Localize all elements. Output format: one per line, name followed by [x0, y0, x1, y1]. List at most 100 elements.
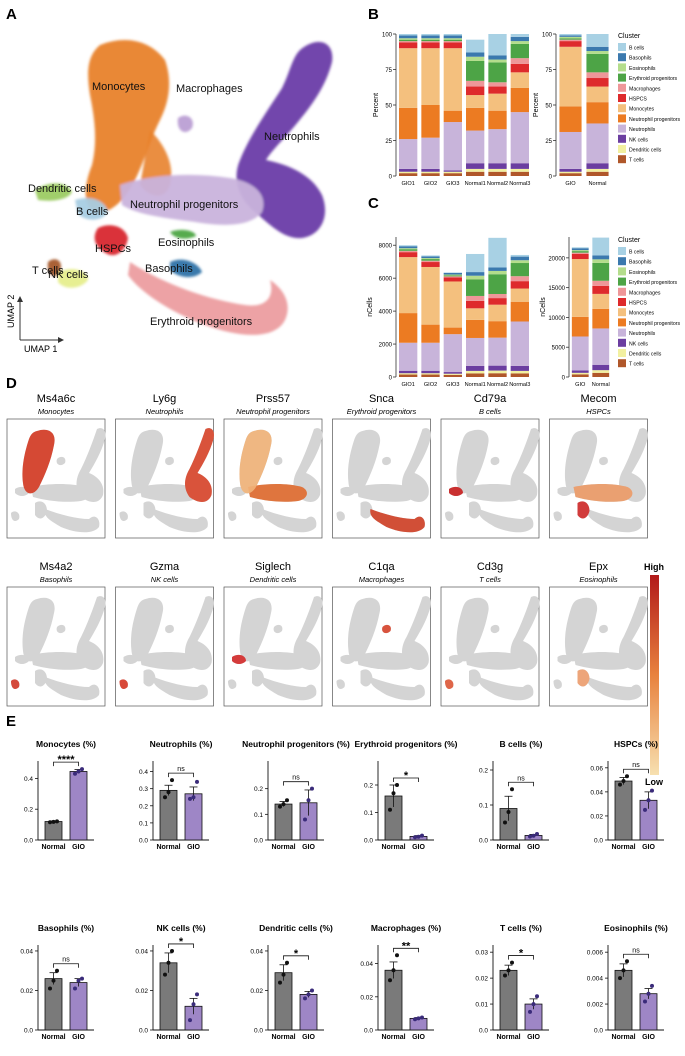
bar-segment-normal3-monocytes: [510, 72, 529, 88]
y-tick-label: 0.04: [590, 789, 603, 796]
feature-celltype-subtitle: Neutrophil progenitors: [236, 407, 310, 416]
embedding-shape-6: [165, 456, 174, 466]
bar-segment-normal1-t-cells: [466, 171, 485, 176]
data-point: [650, 983, 654, 988]
legend-swatch-basophils: [618, 257, 626, 266]
embedding-shape-0: [130, 597, 164, 662]
bar-segment-normal2-neutrophil-progenitors: [488, 110, 507, 130]
bar-segment-normal3-b-cells: [510, 254, 529, 257]
feature-celltype-subtitle: B cells: [479, 407, 501, 416]
data-point: [388, 978, 392, 983]
bar-segment-normal3-neutrophils: [510, 112, 529, 164]
feature-plot-c1qa: C1qa Macrophages: [332, 561, 432, 707]
embedding-shape-0: [456, 597, 489, 662]
embedding-shape-5: [35, 669, 47, 687]
bar-segment-normal3-dendritic-cells: [510, 370, 529, 374]
data-point: [48, 986, 52, 991]
y-tick-label: 0.0: [254, 838, 263, 845]
embedding-shape-6: [56, 456, 66, 466]
panel-label-d: D: [6, 375, 17, 392]
bar-gio: [69, 771, 88, 841]
bar-normal: [384, 969, 403, 1031]
bar-chart-title: Neutrophil progenitors (%): [242, 739, 350, 749]
bar-segment-gio2-nk-cells: [421, 370, 440, 374]
bar-segment-normal-neutrophils: [586, 123, 609, 164]
significance-label: ns: [292, 775, 300, 782]
y-tick-label: 0.0: [24, 1028, 33, 1035]
bar-segment-gio1-basophils: [399, 35, 418, 39]
bar-segment-gio3-erythroid-progenitors: [443, 39, 462, 42]
x-tick-label: Normal: [611, 844, 635, 851]
bar-gio: [69, 982, 88, 1031]
data-point: [188, 796, 192, 801]
y-tick-label: 0.0: [139, 838, 148, 845]
embedding-shape-2: [139, 652, 199, 670]
feature-plot-cd3g: Cd3g T cells: [440, 561, 540, 707]
bar-segment-gio1-macrophages: [399, 250, 418, 253]
embedding-shape-1: [619, 596, 649, 670]
bar-segment-normal3-monocytes: [510, 288, 529, 302]
y-tick-label: 0.02: [135, 988, 148, 995]
legend-swatch-erythroid-progenitors: [618, 277, 626, 286]
embedding-shape-7: [553, 511, 562, 521]
y-tick-label: 5000: [552, 346, 566, 352]
embedding-shape-5: [469, 501, 481, 519]
data-point: [73, 986, 77, 991]
bar-segment-gio2-b-cells: [421, 34, 440, 36]
umap-cluster-neutrophil-progenitors: [120, 174, 264, 225]
bar-segment-gio3-b-cells: [443, 34, 462, 36]
bar-segment-gio3-neutrophil-progenitors: [443, 327, 462, 335]
expression-highlight-2: [248, 484, 307, 502]
bar-chart-title: Neutrophils (%): [150, 739, 213, 749]
data-point: [191, 795, 196, 800]
embedding-shape-7: [228, 679, 237, 689]
bar-segment-gio3-basophils: [443, 272, 462, 275]
feature-embedding: [119, 428, 215, 533]
y-tick-label: 0: [389, 376, 393, 382]
data-point: [618, 976, 622, 981]
umap-cluster-neutrophils: [236, 41, 333, 239]
bar-segment-gio3-neutrophil-progenitors: [443, 110, 462, 123]
data-point: [310, 988, 314, 993]
embedding-shape-4: [449, 654, 463, 664]
embedding-shape-3: [153, 677, 208, 701]
umap-cluster-dendritic: [35, 183, 72, 201]
embedding-shape-5: [252, 669, 264, 687]
feature-embedding: [445, 596, 540, 701]
bar-segment-normal-basophils: [592, 255, 610, 260]
feature-gene-title: Snca: [369, 393, 395, 405]
bar-segment-normal1-b-cells: [466, 39, 485, 53]
x-tick-label: Normal3: [509, 382, 530, 388]
embedding-shape-3: [478, 509, 534, 533]
embedding-shape-5: [143, 501, 156, 519]
data-point: [55, 968, 59, 973]
expression-highlight-2: [573, 484, 633, 502]
x-tick-label: Normal2: [487, 181, 508, 187]
bar-segment-normal2-macrophages: [488, 82, 507, 87]
bar-segment-gio3-eosinophils: [443, 274, 462, 276]
bar-segment-normal3-t-cells: [510, 373, 529, 377]
bar-normal: [614, 780, 633, 841]
feature-celltype-subtitle: Monocytes: [38, 407, 75, 416]
embedding-shape-6: [490, 624, 500, 634]
bar-segment-normal3-dendritic-cells: [510, 168, 529, 172]
bar-segment-normal2-basophils: [488, 55, 507, 60]
legend-swatch-dendritic-cells: [618, 145, 626, 153]
cluster-legends: Cluster B cells Basophils Eosinophils Erythr…: [618, 33, 680, 368]
data-point: [285, 960, 289, 965]
embedding-shape-6: [273, 456, 283, 466]
bar-segment-gio2-monocytes: [421, 48, 440, 105]
legend-label-eosinophils: Eosinophils: [629, 66, 656, 72]
embedding-shape-6: [599, 624, 608, 634]
bar-segment-gio2-neutrophil-progenitors: [421, 324, 440, 343]
bar-segment-normal2-t-cells: [488, 373, 507, 377]
feature-gene-title: C1qa: [368, 561, 395, 573]
bar-segment-normal3-erythroid-progenitors: [510, 43, 529, 59]
data-point: [195, 992, 199, 997]
bar-chart-title: HSPCs (%): [614, 739, 658, 749]
significance-bracket: [623, 953, 649, 959]
bar-segment-gio1-monocytes: [399, 257, 418, 314]
bar-segment-normal3-neutrophil-progenitors: [510, 87, 529, 113]
data-point: [391, 968, 396, 973]
